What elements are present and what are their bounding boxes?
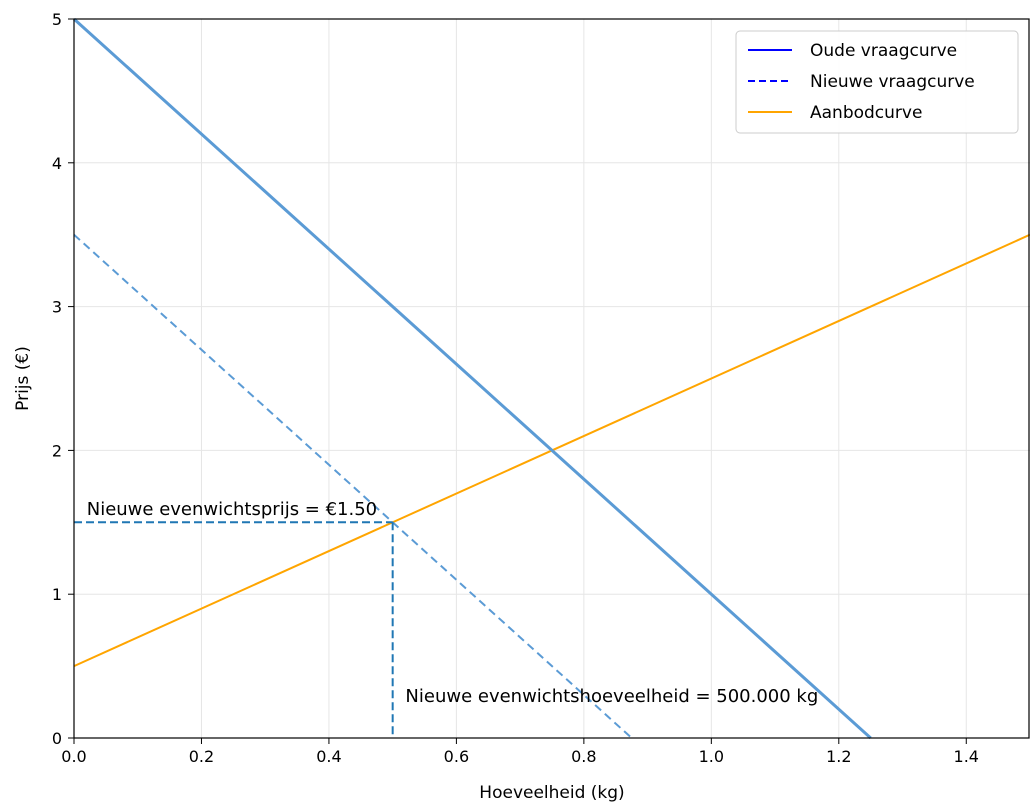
x-tick-label: 1.4 <box>954 747 979 766</box>
plot-lines <box>72 17 1030 740</box>
y-tick-label: 0 <box>52 729 62 748</box>
legend-label: Nieuwe vraagcurve <box>810 72 975 92</box>
x-tick-label: 0.2 <box>189 747 214 766</box>
y-axis-label: Prijs (€) <box>13 346 33 411</box>
legend: Oude vraagcurve Nieuwe vraagcurve Aanbodcu… <box>735 30 1019 134</box>
x-tick-label: 0.0 <box>61 747 86 766</box>
legend-label: Oude vraagcurve <box>810 41 957 61</box>
x-axis-label: Hoeveelheid (kg) <box>479 783 624 803</box>
plot-frame <box>73 18 1030 739</box>
x-tick-label: 0.4 <box>316 747 341 766</box>
x-tick-label: 0.8 <box>571 747 596 766</box>
legend-label: Aanbodcurve <box>810 103 922 123</box>
annotation-label: Nieuwe evenwichtsprijs = €1.50 <box>87 499 377 520</box>
y-tick-label: 5 <box>52 10 62 29</box>
y-tick-label: 1 <box>52 585 62 604</box>
y-tick-label: 2 <box>52 441 62 460</box>
series-line-oude-vraagcurve <box>72 17 872 740</box>
x-tick-label: 0.6 <box>444 747 469 766</box>
y-tick-label: 3 <box>52 298 62 317</box>
x-tick-label: 1.0 <box>699 747 724 766</box>
x-tick-label: 1.2 <box>826 747 851 766</box>
series-line-nieuwe-vraagcurve <box>73 233 633 739</box>
legend-box <box>735 30 1019 134</box>
y-tick-label: 4 <box>52 154 62 173</box>
axis-ticks: 0.0 0.2 0.4 0.6 0.8 1.0 1.2 1.4 0 1 2 3 4 5 <box>52 10 979 766</box>
axes: Hoeveelheid (kg) Prijs (€) <box>13 18 1030 803</box>
annotations: Nieuwe evenwichtsprijs = €1.50 Nieuwe eve… <box>87 499 819 707</box>
annotation-label: Nieuwe evenwichtshoeveelheid = 500.000 k… <box>405 686 818 707</box>
